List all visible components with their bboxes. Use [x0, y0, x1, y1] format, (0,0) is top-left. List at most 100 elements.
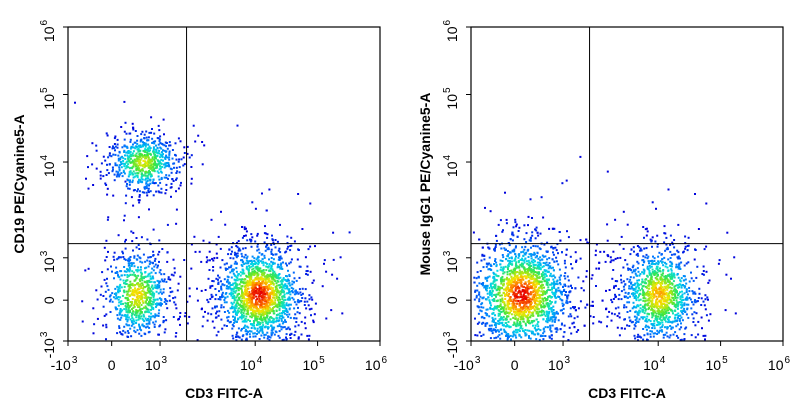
event-dot	[504, 317, 507, 320]
event-dot	[237, 249, 240, 252]
event-dot	[537, 234, 540, 237]
event-dot	[499, 268, 502, 271]
event-dot	[547, 319, 550, 322]
event-dot	[287, 297, 290, 300]
event-dot	[525, 260, 528, 263]
event-dot	[288, 262, 291, 265]
event-dot	[159, 291, 162, 294]
event-dot	[521, 329, 524, 332]
event-dot	[565, 299, 568, 302]
event-dot	[537, 300, 540, 303]
event-dot	[526, 285, 529, 288]
event-dot	[205, 256, 208, 259]
event-dot	[482, 282, 485, 284]
event-dot	[113, 277, 115, 280]
event-dot	[165, 183, 168, 186]
event-dot	[128, 283, 131, 286]
event-dot	[210, 293, 213, 296]
event-dot	[275, 314, 278, 316]
event-dot	[146, 280, 149, 283]
event-dot	[523, 224, 526, 227]
event-dot	[137, 295, 140, 298]
event-dot	[284, 262, 287, 265]
event-dot	[549, 318, 552, 321]
event-dot	[531, 296, 534, 299]
event-dot	[529, 269, 532, 272]
event-dot	[542, 290, 545, 293]
event-dot	[260, 315, 262, 318]
event-dot	[503, 247, 506, 250]
event-dot	[517, 266, 520, 269]
event-dot	[519, 307, 522, 310]
event-dot	[252, 287, 255, 290]
event-dot	[549, 324, 552, 327]
event-dot	[519, 258, 522, 261]
event-dot	[163, 280, 165, 283]
event-dot	[281, 283, 284, 286]
event-dot	[259, 310, 262, 313]
event-dot	[527, 276, 530, 279]
event-dot	[250, 259, 253, 262]
event-dot	[190, 267, 193, 270]
event-dot	[137, 283, 140, 286]
event-dot	[489, 210, 492, 213]
event-dot	[114, 297, 117, 300]
event-dot	[105, 313, 108, 316]
event-dot	[127, 290, 130, 293]
event-dot	[515, 336, 518, 339]
event-dot	[506, 324, 509, 326]
event-dot	[252, 312, 255, 315]
event-dot	[158, 152, 161, 155]
event-dot	[136, 304, 139, 307]
event-dot	[137, 147, 140, 150]
event-dot	[311, 298, 314, 301]
event-dot	[509, 318, 512, 321]
event-dot	[118, 325, 121, 328]
event-dot	[250, 292, 253, 295]
event-dot	[115, 292, 117, 295]
event-dot	[261, 258, 264, 261]
event-dot	[288, 289, 291, 292]
event-dot	[251, 268, 254, 271]
event-dot	[114, 162, 117, 165]
event-dot	[196, 339, 199, 342]
event-dot	[135, 145, 138, 148]
event-dot	[254, 313, 257, 316]
event-dot	[202, 315, 205, 318]
event-dot	[515, 255, 517, 258]
event-dot	[123, 130, 126, 133]
event-dot	[122, 171, 125, 173]
event-dot	[247, 270, 250, 272]
event-dot	[488, 247, 491, 250]
event-dot	[168, 144, 171, 147]
event-dot	[165, 142, 168, 144]
event-dot	[514, 246, 517, 249]
event-dot	[278, 256, 281, 259]
event-dot	[130, 230, 133, 233]
event-dot	[232, 315, 234, 318]
event-dot	[141, 300, 144, 303]
event-dot	[546, 298, 549, 301]
event-dot	[164, 163, 167, 166]
event-dot	[151, 261, 154, 264]
event-dot	[243, 235, 246, 237]
event-dot	[525, 241, 528, 243]
event-dot	[109, 311, 112, 313]
event-dot	[519, 327, 522, 330]
event-dot	[246, 293, 249, 295]
event-dot	[545, 275, 548, 277]
event-dot	[506, 315, 509, 318]
event-dot	[505, 318, 508, 321]
event-dot	[321, 285, 324, 288]
event-dot	[160, 191, 163, 194]
event-dot	[297, 248, 300, 251]
event-dot	[267, 278, 270, 281]
event-dot	[514, 297, 517, 300]
event-dot	[166, 223, 169, 226]
event-dot	[154, 161, 157, 164]
event-dot	[273, 305, 276, 308]
event-dot	[238, 297, 241, 299]
x-tick-label: 103	[145, 355, 168, 373]
event-dot	[137, 199, 140, 202]
event-dot	[192, 124, 195, 127]
